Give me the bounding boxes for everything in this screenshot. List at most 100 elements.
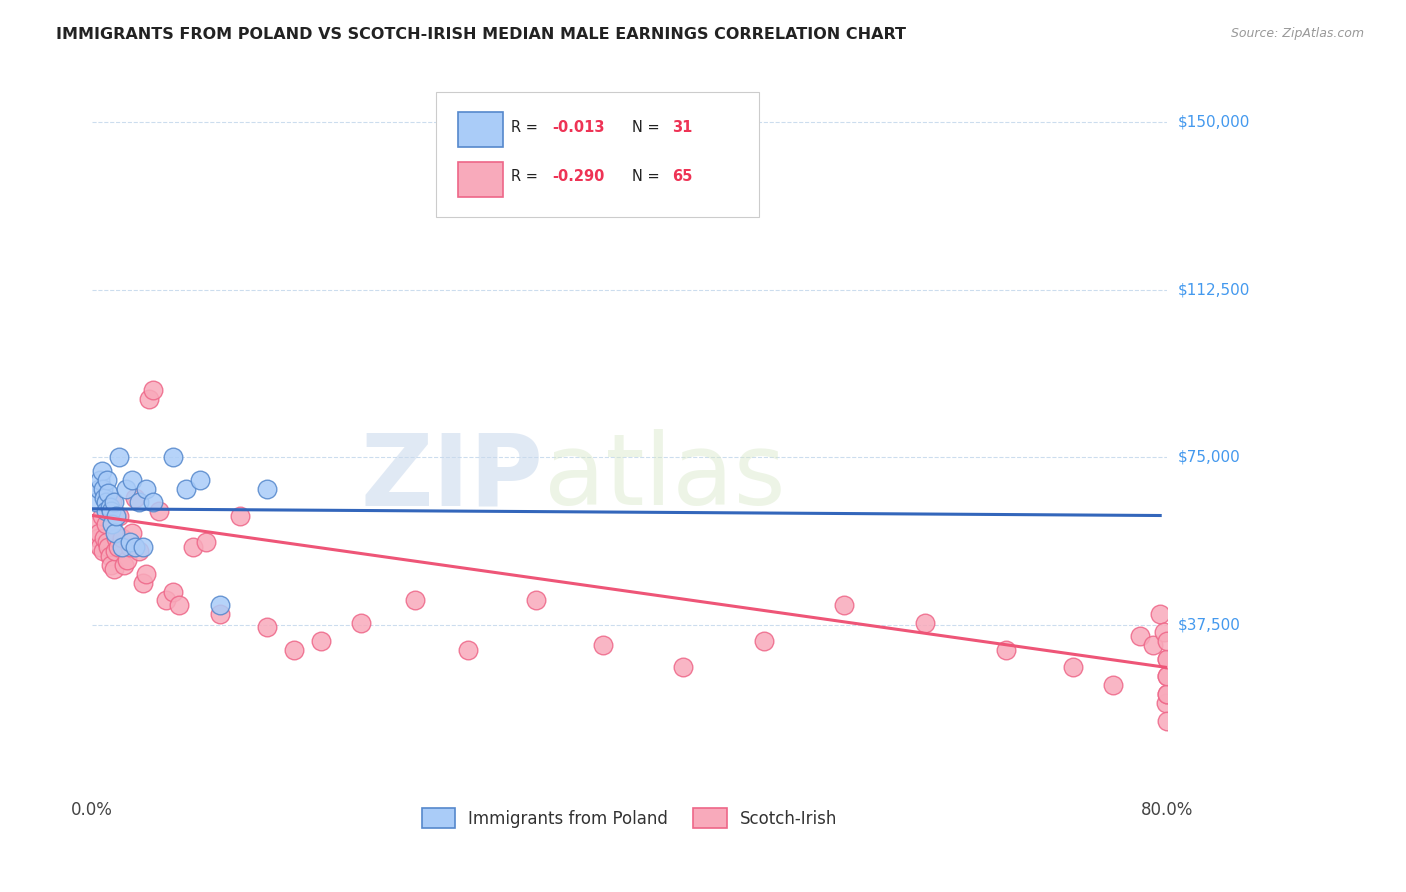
Text: R =: R = — [512, 169, 543, 184]
Point — [98, 500, 121, 514]
Point — [524, 593, 547, 607]
Point — [90, 508, 112, 523]
FancyBboxPatch shape — [457, 112, 503, 147]
Point — [283, 642, 305, 657]
Point — [111, 540, 134, 554]
Text: -0.290: -0.290 — [553, 169, 605, 184]
Point — [1154, 696, 1177, 710]
Point — [1156, 633, 1178, 648]
Point — [162, 450, 184, 465]
Text: 31: 31 — [672, 120, 693, 135]
Text: ZIP: ZIP — [361, 429, 544, 526]
Point — [104, 544, 127, 558]
Text: $150,000: $150,000 — [1178, 115, 1250, 129]
Text: $112,500: $112,500 — [1178, 282, 1250, 297]
Point — [135, 482, 157, 496]
Point — [135, 566, 157, 581]
Point — [98, 549, 121, 563]
Point — [256, 620, 278, 634]
FancyBboxPatch shape — [457, 161, 503, 197]
Point — [208, 598, 231, 612]
Text: $75,000: $75,000 — [1178, 450, 1240, 465]
Point — [138, 392, 160, 407]
Point — [132, 540, 155, 554]
Point — [181, 540, 204, 554]
Point — [101, 517, 124, 532]
Point — [195, 535, 218, 549]
Point — [128, 495, 150, 509]
Point — [1142, 638, 1164, 652]
FancyBboxPatch shape — [436, 92, 758, 217]
Point — [914, 615, 936, 630]
Text: IMMIGRANTS FROM POLAND VS SCOTCH-IRISH MEDIAN MALE EARNINGS CORRELATION CHART: IMMIGRANTS FROM POLAND VS SCOTCH-IRISH M… — [56, 27, 907, 42]
Point — [124, 491, 146, 505]
Point — [108, 508, 131, 523]
Text: Source: ZipAtlas.com: Source: ZipAtlas.com — [1230, 27, 1364, 40]
Point — [208, 607, 231, 621]
Point — [1062, 660, 1084, 674]
Point — [155, 593, 177, 607]
Point — [162, 584, 184, 599]
Point — [121, 526, 143, 541]
Text: atlas: atlas — [544, 429, 785, 526]
Point — [1129, 629, 1152, 643]
Point — [89, 540, 111, 554]
Point — [97, 486, 120, 500]
Point — [229, 508, 252, 523]
Point — [96, 535, 118, 549]
Point — [94, 517, 117, 532]
Point — [84, 517, 107, 532]
Point — [457, 642, 479, 657]
Point — [1156, 687, 1178, 701]
Point — [169, 598, 191, 612]
Point — [111, 531, 134, 545]
Point — [104, 526, 127, 541]
Point — [93, 491, 115, 505]
Point — [128, 544, 150, 558]
Point — [1156, 687, 1178, 701]
Point — [404, 593, 426, 607]
Point — [309, 633, 332, 648]
Text: 65: 65 — [672, 169, 693, 184]
Point — [1156, 651, 1178, 665]
Point — [188, 473, 211, 487]
Point — [96, 473, 118, 487]
Point — [93, 531, 115, 545]
Point — [107, 540, 129, 554]
Point — [256, 482, 278, 496]
Point — [1156, 669, 1178, 683]
Point — [97, 540, 120, 554]
Point — [87, 482, 110, 496]
Point — [118, 540, 141, 554]
Point — [112, 558, 135, 572]
Point — [105, 531, 128, 545]
Point — [118, 535, 141, 549]
Point — [834, 598, 856, 612]
Point — [148, 504, 170, 518]
Point — [94, 504, 117, 518]
Point — [105, 508, 128, 523]
Point — [1153, 624, 1175, 639]
Point — [174, 482, 197, 496]
Point — [752, 633, 775, 648]
Text: N =: N = — [631, 120, 664, 135]
Text: -0.013: -0.013 — [553, 120, 605, 135]
Point — [84, 495, 107, 509]
Point — [103, 562, 125, 576]
Point — [132, 575, 155, 590]
Text: N =: N = — [631, 169, 664, 184]
Point — [124, 540, 146, 554]
Point — [100, 504, 122, 518]
Text: R =: R = — [512, 120, 543, 135]
Text: $37,500: $37,500 — [1178, 617, 1241, 632]
Point — [114, 482, 136, 496]
Point — [1156, 714, 1178, 728]
Point — [90, 464, 112, 478]
Legend: Immigrants from Poland, Scotch-Irish: Immigrants from Poland, Scotch-Irish — [415, 802, 844, 834]
Point — [108, 450, 131, 465]
Point — [121, 473, 143, 487]
Point — [994, 642, 1017, 657]
Point — [350, 615, 373, 630]
Point — [91, 482, 114, 496]
Point — [672, 660, 695, 674]
